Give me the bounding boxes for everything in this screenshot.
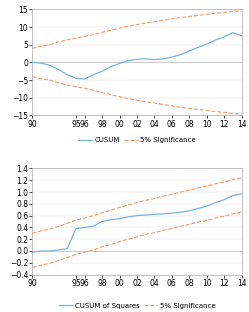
Legend: CUSUM, 5% Significance: CUSUM, 5% Significance xyxy=(75,134,198,146)
Legend: CUSUM of Squares, 5% Significance: CUSUM of Squares, 5% Significance xyxy=(56,300,218,311)
